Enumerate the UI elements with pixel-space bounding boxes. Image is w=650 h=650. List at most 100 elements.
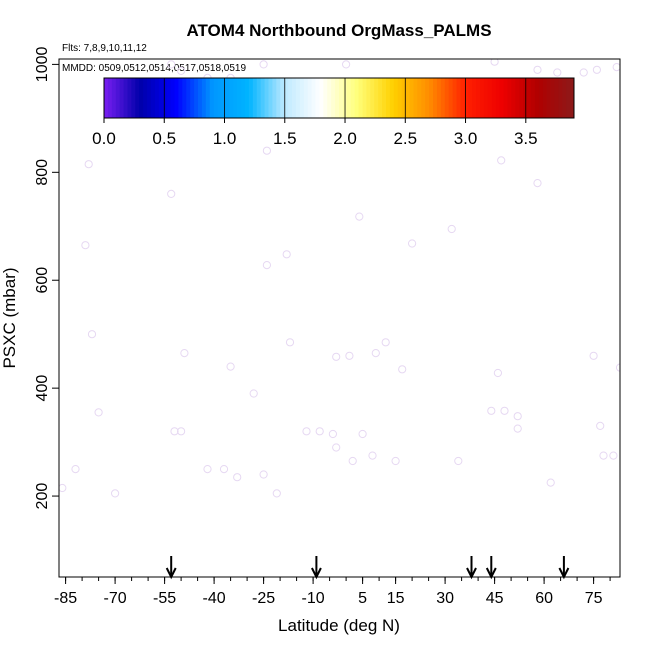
x-tick-label: 45 (486, 590, 504, 607)
colorbar-swatch (440, 78, 446, 118)
colorbar-swatch (190, 78, 195, 118)
colorbar-tick-label: 3.0 (454, 129, 478, 148)
x-tick-label: -85 (54, 590, 77, 607)
colorbar-cells (104, 78, 575, 118)
colorbar-swatch (213, 78, 219, 118)
sample-point (272, 489, 281, 498)
sample-point (180, 349, 189, 358)
sample-point (233, 473, 242, 482)
y-axis-label: PSXC (mbar) (0, 267, 19, 368)
colorbar-swatch (558, 78, 563, 118)
x-tick-label: -25 (252, 590, 275, 607)
flight-arrows (165, 556, 570, 580)
chart-title: ATOM4 Northbound OrgMass_PALMS (186, 21, 491, 40)
sample-point (391, 456, 400, 466)
colorbar-swatch (295, 78, 301, 118)
colorbar-swatch (162, 78, 168, 118)
colorbar-swatch (405, 78, 410, 118)
colorbar-swatch (550, 78, 555, 118)
y-tick-label: 200 (34, 483, 51, 510)
colorbar-swatch (566, 78, 571, 118)
sample-point (599, 451, 608, 460)
colorbar-swatch (562, 78, 567, 118)
colorbar-swatch (104, 78, 109, 118)
sample-point (487, 406, 496, 415)
sample-point (533, 179, 542, 188)
colorbar-swatch (378, 78, 383, 118)
colorbar-swatch (358, 78, 363, 118)
colorbar-swatch (393, 78, 399, 118)
colorbar-swatch (480, 78, 485, 118)
sample-point (59, 483, 67, 493)
sample-point (513, 412, 522, 421)
sample-point (596, 421, 605, 430)
colorbar-swatch (444, 78, 450, 118)
x-tick-label: -70 (104, 590, 127, 607)
colorbar-swatch (346, 78, 352, 118)
sample-point (94, 408, 103, 417)
sample-point (71, 465, 80, 474)
colorbar-swatch (476, 78, 481, 118)
sample-point (533, 65, 542, 74)
sample-point (513, 424, 522, 433)
arrow-marker (466, 556, 477, 580)
colorbar-swatch (107, 78, 113, 118)
colorbar-swatch (225, 78, 230, 118)
sample-point (259, 60, 268, 69)
colorbar-swatch (350, 78, 356, 118)
sample-point (262, 146, 271, 155)
sample-point (219, 465, 229, 474)
colorbar-swatch (229, 78, 234, 118)
colorbar-swatch (421, 78, 426, 118)
arrow-marker (165, 556, 177, 580)
colorbar-swatch (546, 78, 551, 118)
colorbar-swatch (511, 78, 516, 118)
colorbar-swatch (527, 78, 532, 118)
y-axis: 200 400 600 800 1000 (34, 47, 59, 510)
colorbar-swatch (433, 78, 438, 118)
x-tick-label: -55 (153, 590, 176, 607)
y-tick-label: 400 (34, 375, 51, 402)
colorbar-swatch (233, 78, 238, 118)
sample-point (589, 351, 598, 360)
colorbar-swatch (472, 78, 477, 118)
sample-point (285, 338, 295, 347)
sample-point (81, 241, 90, 250)
y-tick-label: 1000 (34, 47, 51, 83)
colorbar-swatch (331, 78, 336, 118)
colorbar-swatch (417, 78, 422, 118)
sample-point (615, 363, 620, 372)
sample-point (282, 250, 291, 259)
sample-point (398, 365, 407, 374)
colorbar-swatch (429, 78, 434, 118)
sample-point (371, 349, 380, 358)
sample-point (454, 456, 463, 466)
colorbar-swatch (339, 78, 344, 118)
colorbar-swatch (448, 78, 454, 118)
colorbar-swatch (303, 78, 309, 118)
colorbar-swatch (170, 78, 175, 118)
colorbar-swatch (268, 78, 273, 118)
colorbar-swatch (515, 78, 520, 118)
colorbar-swatch (554, 78, 559, 118)
colorbar-swatch (205, 78, 211, 118)
colorbar-swatch (464, 78, 469, 118)
colorbar-swatch (362, 78, 367, 118)
sample-point (497, 156, 506, 165)
sample-point (358, 429, 367, 439)
arrow-marker (485, 556, 497, 580)
colorbar-swatch (201, 78, 207, 118)
colorbar-swatch (468, 78, 473, 118)
colorbar-swatch (209, 78, 215, 118)
colorbar-swatch (503, 78, 508, 118)
sample-point (490, 59, 499, 66)
colorbar-swatch (272, 78, 277, 118)
dates-subtitle: MMDD: 0509,0512,0514,0517,0518,0519 (62, 63, 246, 74)
colorbar-swatch (127, 78, 132, 118)
sample-point (381, 338, 390, 347)
sample-point (612, 63, 620, 72)
sample-point (355, 212, 364, 221)
colorbar-swatch (366, 78, 371, 118)
sample-point (368, 451, 377, 460)
colorbar-swatch (382, 78, 387, 118)
